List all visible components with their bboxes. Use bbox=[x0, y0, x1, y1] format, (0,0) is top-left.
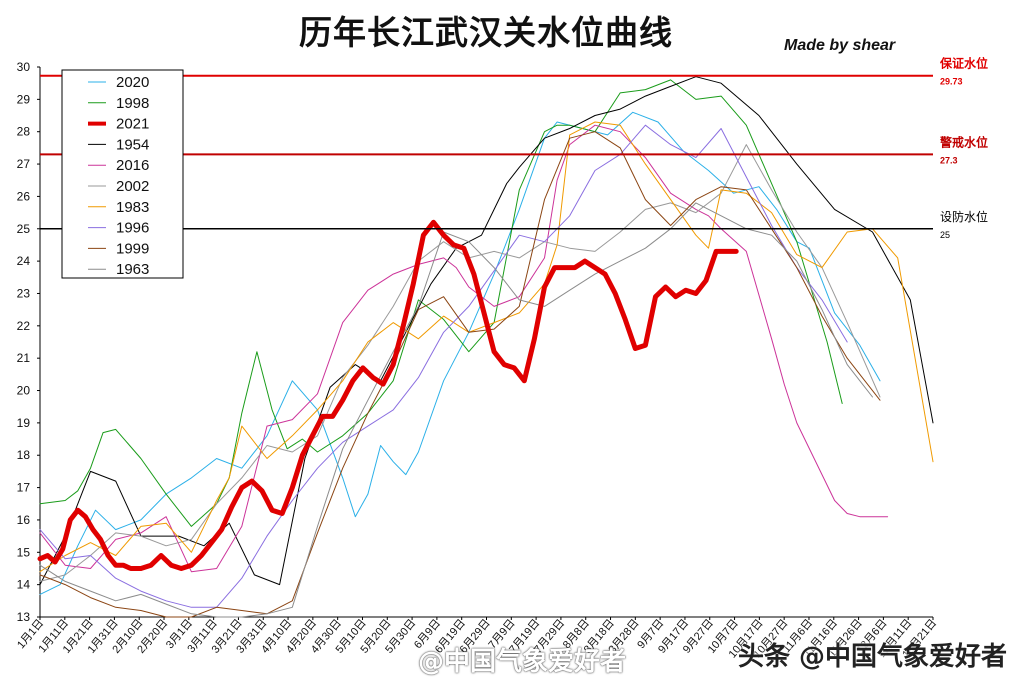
y-tick-label: 13 bbox=[17, 610, 31, 624]
legend-label-1954: 1954 bbox=[116, 136, 149, 153]
ref-label-guarantee: 保证水位 bbox=[939, 56, 988, 71]
ref-label-warning: 警戒水位 bbox=[939, 134, 988, 149]
y-tick-label: 21 bbox=[17, 351, 31, 365]
legend-label-2016: 2016 bbox=[116, 157, 149, 174]
legend-label-1996: 1996 bbox=[116, 220, 149, 237]
legend-label-1999: 1999 bbox=[116, 240, 149, 257]
ref-value-setup: 25 bbox=[940, 230, 950, 240]
y-tick-label: 26 bbox=[17, 189, 31, 203]
ref-value-guarantee: 29.73 bbox=[940, 77, 963, 87]
y-tick-label: 20 bbox=[17, 384, 31, 398]
y-tick-label: 14 bbox=[17, 578, 31, 592]
y-tick-label: 28 bbox=[17, 125, 31, 139]
y-tick-label: 23 bbox=[17, 286, 31, 300]
legend-label-1998: 1998 bbox=[116, 95, 149, 112]
series-line-1996 bbox=[39, 124, 848, 608]
series-line-1983 bbox=[39, 121, 934, 573]
watermark-right: 头条 @中国气象爱好者 bbox=[738, 642, 1008, 672]
series-line-1954 bbox=[39, 76, 934, 586]
watermark-left: @中国气象爱好者 bbox=[418, 647, 627, 677]
chart-subtitle: Made by shear bbox=[784, 37, 896, 54]
legend-label-2021: 2021 bbox=[116, 116, 149, 133]
y-tick-label: 15 bbox=[17, 545, 31, 559]
legend-label-2020: 2020 bbox=[116, 74, 149, 91]
series-line-2016 bbox=[39, 124, 889, 573]
y-tick-label: 17 bbox=[17, 481, 31, 495]
y-tick-label: 30 bbox=[17, 60, 31, 74]
legend-label-2002: 2002 bbox=[116, 178, 149, 195]
series-layer bbox=[37, 76, 934, 618]
y-tick-label: 29 bbox=[17, 92, 31, 106]
ref-value-warning: 27.3 bbox=[940, 155, 958, 165]
series-line-1999 bbox=[39, 131, 881, 618]
reference-lines: 保证水位 29.73 警戒水位 27.3 设防水位 25 bbox=[40, 56, 988, 240]
y-tick-label: 24 bbox=[17, 254, 31, 268]
y-tick-label: 25 bbox=[17, 222, 31, 236]
series-line-1998 bbox=[39, 79, 843, 527]
y-tick-label: 19 bbox=[17, 416, 31, 430]
chart-title: 历年长江武汉关水位曲线 bbox=[299, 13, 673, 52]
y-tick-label: 27 bbox=[17, 157, 31, 171]
series-line-1963 bbox=[39, 202, 873, 618]
legend-label-1983: 1983 bbox=[116, 199, 149, 216]
legend-box bbox=[61, 69, 184, 279]
series-line-2021 bbox=[37, 219, 739, 571]
ref-label-setup: 设防水位 bbox=[940, 209, 988, 224]
legend: 2020 1998 2021 1954 2016 2002 1983 1996 1999 1963 bbox=[61, 69, 184, 279]
series-line-2002 bbox=[39, 144, 881, 582]
y-tick-label: 16 bbox=[17, 513, 31, 527]
y-tick-label: 22 bbox=[17, 319, 31, 333]
y-tick-label: 18 bbox=[17, 448, 31, 462]
legend-label-1963: 1963 bbox=[116, 261, 149, 278]
